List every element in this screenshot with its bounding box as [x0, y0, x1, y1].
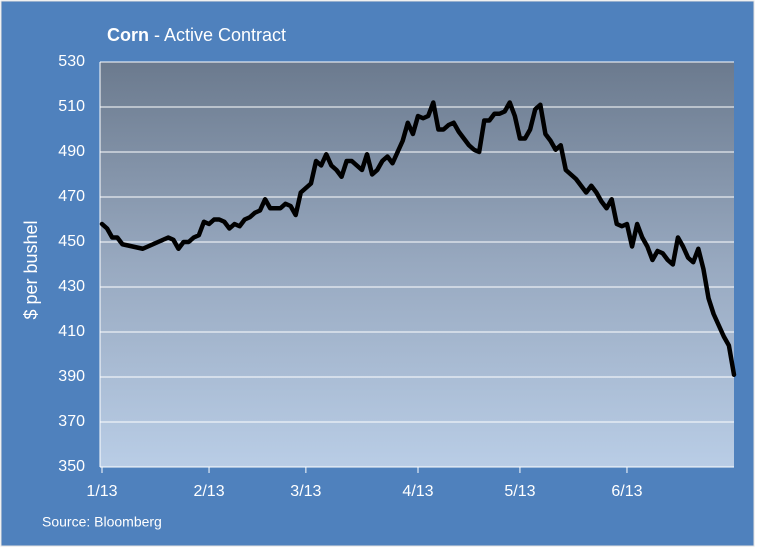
y-tick-label: 390 [58, 368, 85, 385]
y-tick-label: 490 [58, 143, 85, 160]
title-bold: Corn [107, 25, 149, 45]
y-tick-label: 470 [58, 188, 85, 205]
y-tick-label: 410 [58, 323, 85, 340]
y-tick-label: 350 [58, 458, 85, 475]
x-tick-label: 2/13 [193, 483, 224, 500]
y-tick-label: 530 [58, 53, 85, 70]
y-tick-label: 450 [58, 233, 85, 250]
y-tick-label: 430 [58, 278, 85, 295]
chart-title: Corn - Active Contract [107, 25, 286, 45]
x-tick-label: 4/13 [402, 483, 433, 500]
y-axis-label: $ per bushel [21, 220, 41, 319]
y-tick-label: 510 [58, 98, 85, 115]
plot-area [100, 62, 734, 467]
price-line [99, 100, 737, 377]
title-rest: - Active Contract [149, 25, 286, 45]
x-tick-label: 3/13 [290, 483, 321, 500]
x-tick-label: 1/13 [86, 483, 117, 500]
x-tick-label: 5/13 [504, 483, 535, 500]
x-tick-label: 6/13 [611, 483, 642, 500]
y-tick-label: 370 [58, 413, 85, 430]
source: Source: Bloomberg [42, 514, 162, 530]
